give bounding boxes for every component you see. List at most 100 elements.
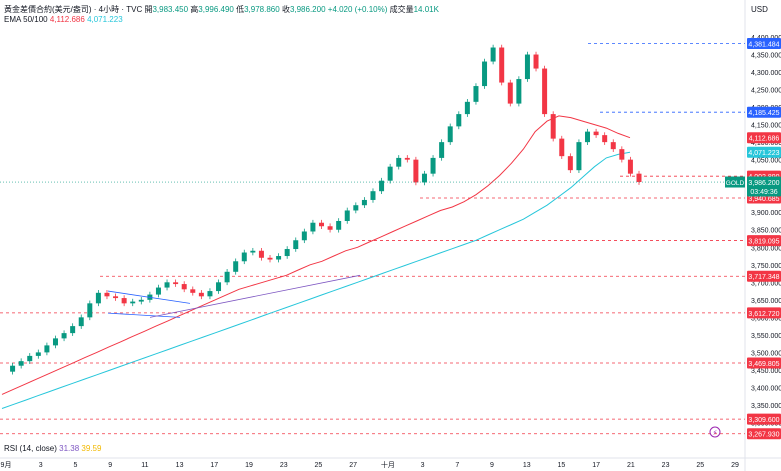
symbol-title: 黃金差價合約(美元/盎司) · 4小時 · TVC bbox=[4, 5, 143, 14]
x-tick-label: 23 bbox=[662, 462, 670, 469]
candle-body bbox=[250, 250, 256, 253]
x-tick-label: 7 bbox=[455, 462, 459, 469]
candle-body bbox=[619, 149, 625, 160]
ema-value-badge bbox=[747, 146, 781, 158]
x-tick-label: 9 bbox=[108, 462, 112, 469]
x-tick-label: 25 bbox=[315, 462, 323, 469]
alert-icon bbox=[709, 426, 721, 438]
change-value: +4.020 (+0.10%) bbox=[327, 5, 388, 14]
candle-body bbox=[421, 173, 427, 183]
candle-body bbox=[327, 226, 333, 230]
rsi-value-2: 39.59 bbox=[81, 444, 102, 453]
x-tick-label: 25 bbox=[696, 462, 704, 469]
x-tick-label: 11 bbox=[141, 462, 148, 469]
y-tick-label: 3,600.000 bbox=[751, 315, 781, 322]
y-tick-label: 4,250.000 bbox=[751, 88, 781, 95]
ema-value-50: 4,112.686 bbox=[49, 15, 85, 24]
last-price-badge bbox=[747, 176, 781, 197]
candle-body bbox=[198, 292, 204, 297]
candle-body bbox=[78, 317, 84, 327]
y-tick-label: 4,300.000 bbox=[751, 70, 781, 77]
y-tick-label: 3,750.000 bbox=[751, 263, 781, 270]
candle-body bbox=[216, 282, 222, 292]
candle-body bbox=[52, 338, 58, 346]
x-tick-label: 17 bbox=[592, 462, 600, 469]
rsi-label: RSI (14, close) bbox=[4, 444, 57, 453]
candle-body bbox=[413, 159, 419, 183]
price-level-label: 3,819.095 bbox=[748, 239, 779, 246]
x-tick-label: 27 bbox=[349, 462, 357, 469]
price-level-badge bbox=[747, 413, 781, 425]
trendline-upper bbox=[107, 290, 191, 304]
y-tick-label: 3,850.000 bbox=[751, 228, 781, 235]
candle-body bbox=[104, 292, 110, 297]
x-tick-label: 15 bbox=[558, 462, 566, 469]
candle-body bbox=[396, 157, 402, 167]
price-level-label: 4,185.425 bbox=[748, 110, 779, 117]
y-tick-label: 3,500.000 bbox=[751, 350, 781, 357]
ema-legend[interactable]: EMA 50/100 4,112.686 4,071.223 bbox=[4, 15, 123, 24]
y-tick-label: 4,100.000 bbox=[751, 140, 781, 147]
candle-body bbox=[284, 249, 290, 257]
low-label: 低 bbox=[236, 5, 245, 14]
y-tick-label: 4,350.000 bbox=[751, 53, 781, 60]
candle-body bbox=[181, 284, 187, 290]
price-level-badge bbox=[747, 235, 781, 247]
candle-body bbox=[344, 210, 350, 221]
chart-header: 黃金差價合約(美元/盎司) · 4小時 · TVC 開3,983.450 高3,… bbox=[4, 4, 439, 15]
price-level-label: 3,309.600 bbox=[748, 417, 779, 424]
y-tick-label: 3,350.000 bbox=[751, 403, 781, 410]
high-label: 高 bbox=[190, 5, 199, 14]
x-tick-label: 9月 bbox=[1, 461, 12, 469]
candle-body bbox=[585, 131, 591, 143]
candle-body bbox=[293, 240, 299, 250]
symbol-tag-label: GOLD bbox=[726, 180, 745, 187]
price-level-label: 3,612.720 bbox=[748, 311, 779, 318]
candle-body bbox=[224, 271, 230, 283]
price-level-label: 4,381.484 bbox=[748, 41, 779, 48]
candle-body bbox=[524, 54, 530, 80]
candle-body bbox=[87, 303, 93, 318]
candle-body bbox=[370, 191, 376, 200]
candle-body bbox=[464, 101, 470, 115]
rsi-legend[interactable]: RSI (14, close) 31.38 39.59 bbox=[4, 444, 101, 453]
candle-body bbox=[379, 180, 385, 192]
ema-label: EMA 50/100 bbox=[4, 15, 48, 24]
x-tick-label: 19 bbox=[245, 462, 253, 469]
x-tick-label: 9 bbox=[490, 462, 494, 469]
x-tick-label: 3 bbox=[421, 462, 425, 469]
candle-body bbox=[336, 220, 342, 230]
ema-50-line bbox=[1, 115, 631, 395]
last-price-countdown: 03:49:36 bbox=[750, 189, 777, 196]
price-level-label: 3,267.930 bbox=[748, 432, 779, 439]
candle-body bbox=[576, 142, 582, 171]
candle-body bbox=[35, 352, 41, 356]
candle-body bbox=[190, 289, 196, 293]
price-level-badge bbox=[747, 270, 781, 282]
y-tick-label: 4,050.000 bbox=[751, 158, 781, 165]
candle-body bbox=[70, 326, 76, 334]
candle-body bbox=[44, 345, 50, 353]
y-tick-label: 3,800.000 bbox=[751, 245, 781, 252]
candle-body bbox=[113, 296, 119, 299]
ema-value-label: 4,071.223 bbox=[748, 150, 779, 157]
candle-body bbox=[301, 231, 307, 241]
x-tick-label: 十月 bbox=[381, 460, 395, 469]
x-tick-label: 23 bbox=[280, 462, 288, 469]
candle-body bbox=[404, 157, 410, 160]
last-price-label: 3,986.200 bbox=[748, 180, 779, 187]
y-tick-label: 3,650.000 bbox=[751, 298, 781, 305]
candle-body bbox=[473, 86, 479, 102]
rsi-value-1: 31.38 bbox=[59, 444, 80, 453]
price-level-badge bbox=[747, 37, 781, 49]
candle-body bbox=[439, 142, 445, 158]
candle-body bbox=[610, 142, 616, 150]
candle-body bbox=[207, 291, 213, 297]
candle-body bbox=[490, 47, 496, 62]
candle-body bbox=[361, 199, 367, 206]
trendline-support bbox=[149, 274, 361, 318]
candle-body bbox=[241, 252, 247, 262]
candle-body bbox=[387, 166, 393, 181]
candle-body bbox=[499, 47, 505, 83]
